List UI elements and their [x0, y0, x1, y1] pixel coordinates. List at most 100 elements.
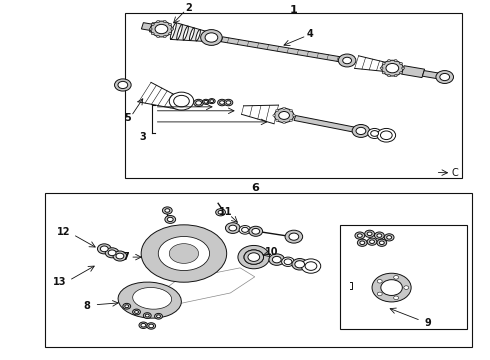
Circle shape: [149, 28, 152, 30]
Text: 3: 3: [139, 132, 146, 142]
Circle shape: [283, 107, 286, 109]
Ellipse shape: [171, 23, 176, 40]
Circle shape: [292, 258, 308, 270]
Circle shape: [162, 207, 172, 214]
Circle shape: [141, 323, 146, 327]
Circle shape: [399, 62, 402, 64]
Text: 11: 11: [219, 207, 232, 217]
Text: C: C: [452, 168, 459, 178]
Circle shape: [208, 99, 215, 104]
Circle shape: [218, 99, 226, 106]
Circle shape: [226, 101, 231, 104]
Ellipse shape: [196, 30, 200, 41]
Ellipse shape: [133, 288, 172, 309]
Circle shape: [205, 33, 218, 42]
Ellipse shape: [158, 237, 210, 271]
Text: 7: 7: [122, 252, 129, 262]
Ellipse shape: [118, 282, 181, 318]
Circle shape: [151, 21, 172, 37]
Circle shape: [382, 72, 385, 74]
Circle shape: [165, 209, 170, 212]
Circle shape: [151, 23, 154, 26]
Circle shape: [355, 232, 365, 239]
Circle shape: [352, 125, 370, 138]
Circle shape: [147, 323, 156, 329]
Ellipse shape: [177, 24, 182, 40]
Circle shape: [440, 73, 450, 81]
Circle shape: [377, 129, 395, 142]
Polygon shape: [422, 71, 439, 78]
Circle shape: [274, 108, 294, 123]
Text: 2: 2: [185, 3, 192, 13]
Circle shape: [365, 230, 374, 237]
Polygon shape: [171, 23, 206, 41]
Ellipse shape: [190, 28, 195, 41]
Circle shape: [202, 99, 209, 104]
Circle shape: [220, 101, 224, 104]
Circle shape: [360, 241, 365, 244]
Circle shape: [165, 216, 175, 224]
Circle shape: [115, 79, 131, 91]
Polygon shape: [142, 23, 152, 30]
Circle shape: [167, 217, 173, 222]
Circle shape: [377, 239, 387, 246]
Text: 6: 6: [251, 183, 259, 193]
Circle shape: [216, 209, 225, 216]
Circle shape: [218, 211, 223, 214]
Circle shape: [196, 101, 201, 105]
Text: 10: 10: [265, 247, 279, 257]
Circle shape: [379, 241, 384, 244]
Circle shape: [372, 273, 411, 302]
Circle shape: [224, 99, 233, 106]
Circle shape: [394, 59, 397, 62]
Circle shape: [279, 112, 290, 120]
Circle shape: [356, 127, 366, 135]
Circle shape: [374, 232, 384, 239]
Circle shape: [144, 313, 151, 319]
Text: 9: 9: [425, 319, 432, 328]
Circle shape: [171, 28, 173, 30]
Circle shape: [225, 223, 240, 233]
Circle shape: [248, 253, 260, 261]
Circle shape: [284, 259, 292, 265]
Circle shape: [151, 33, 154, 35]
Circle shape: [244, 250, 264, 264]
Text: 13: 13: [52, 277, 66, 287]
Circle shape: [394, 75, 397, 77]
Circle shape: [386, 63, 399, 73]
Circle shape: [116, 253, 124, 259]
Circle shape: [163, 35, 166, 37]
Circle shape: [242, 227, 248, 232]
Circle shape: [105, 248, 119, 258]
Circle shape: [139, 322, 148, 328]
Circle shape: [368, 129, 381, 139]
Circle shape: [381, 280, 402, 296]
Circle shape: [118, 81, 128, 89]
Text: 1: 1: [290, 5, 298, 15]
Circle shape: [380, 131, 392, 140]
Circle shape: [293, 114, 295, 117]
Circle shape: [155, 24, 168, 34]
Circle shape: [169, 33, 171, 35]
Circle shape: [194, 99, 203, 107]
Circle shape: [343, 57, 351, 64]
Circle shape: [201, 30, 222, 45]
Circle shape: [125, 305, 129, 308]
Circle shape: [149, 324, 154, 328]
Ellipse shape: [238, 246, 270, 269]
Text: 12: 12: [56, 227, 70, 237]
Circle shape: [135, 311, 139, 314]
Circle shape: [285, 230, 303, 243]
Circle shape: [163, 21, 166, 23]
Ellipse shape: [183, 26, 188, 40]
Circle shape: [204, 100, 208, 103]
Circle shape: [100, 246, 108, 252]
Circle shape: [377, 279, 382, 283]
Circle shape: [169, 23, 171, 26]
Circle shape: [369, 240, 374, 243]
Circle shape: [357, 234, 362, 237]
Circle shape: [382, 62, 385, 64]
Text: 8: 8: [84, 301, 91, 311]
Circle shape: [157, 315, 160, 318]
Bar: [340, 225, 467, 329]
